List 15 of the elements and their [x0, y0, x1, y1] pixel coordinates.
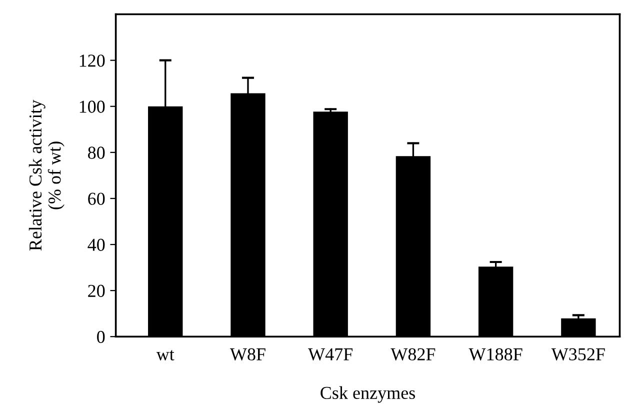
y-tick-label: 120: [80, 54, 105, 67]
x-axis-title: Csk enzymes: [320, 386, 416, 403]
x-tick-label: W352F: [551, 348, 605, 361]
y-tick-label: 80: [88, 146, 105, 159]
x-tick-label: W82F: [390, 348, 436, 361]
y-tick-label: 60: [88, 192, 105, 205]
x-tick-label: W188F: [468, 348, 522, 361]
y-tick-label: 20: [88, 284, 105, 297]
x-tick-label: W8F: [230, 348, 266, 361]
y-axis-title: Relative Csk activity (% of wt): [28, 100, 64, 251]
x-tick-label: W47F: [308, 348, 353, 361]
y-tick-label: 40: [88, 238, 105, 251]
y-tick-label: 0: [97, 330, 105, 344]
y-tick-label: 100: [80, 100, 105, 113]
x-tick-label: wt: [156, 350, 174, 360]
